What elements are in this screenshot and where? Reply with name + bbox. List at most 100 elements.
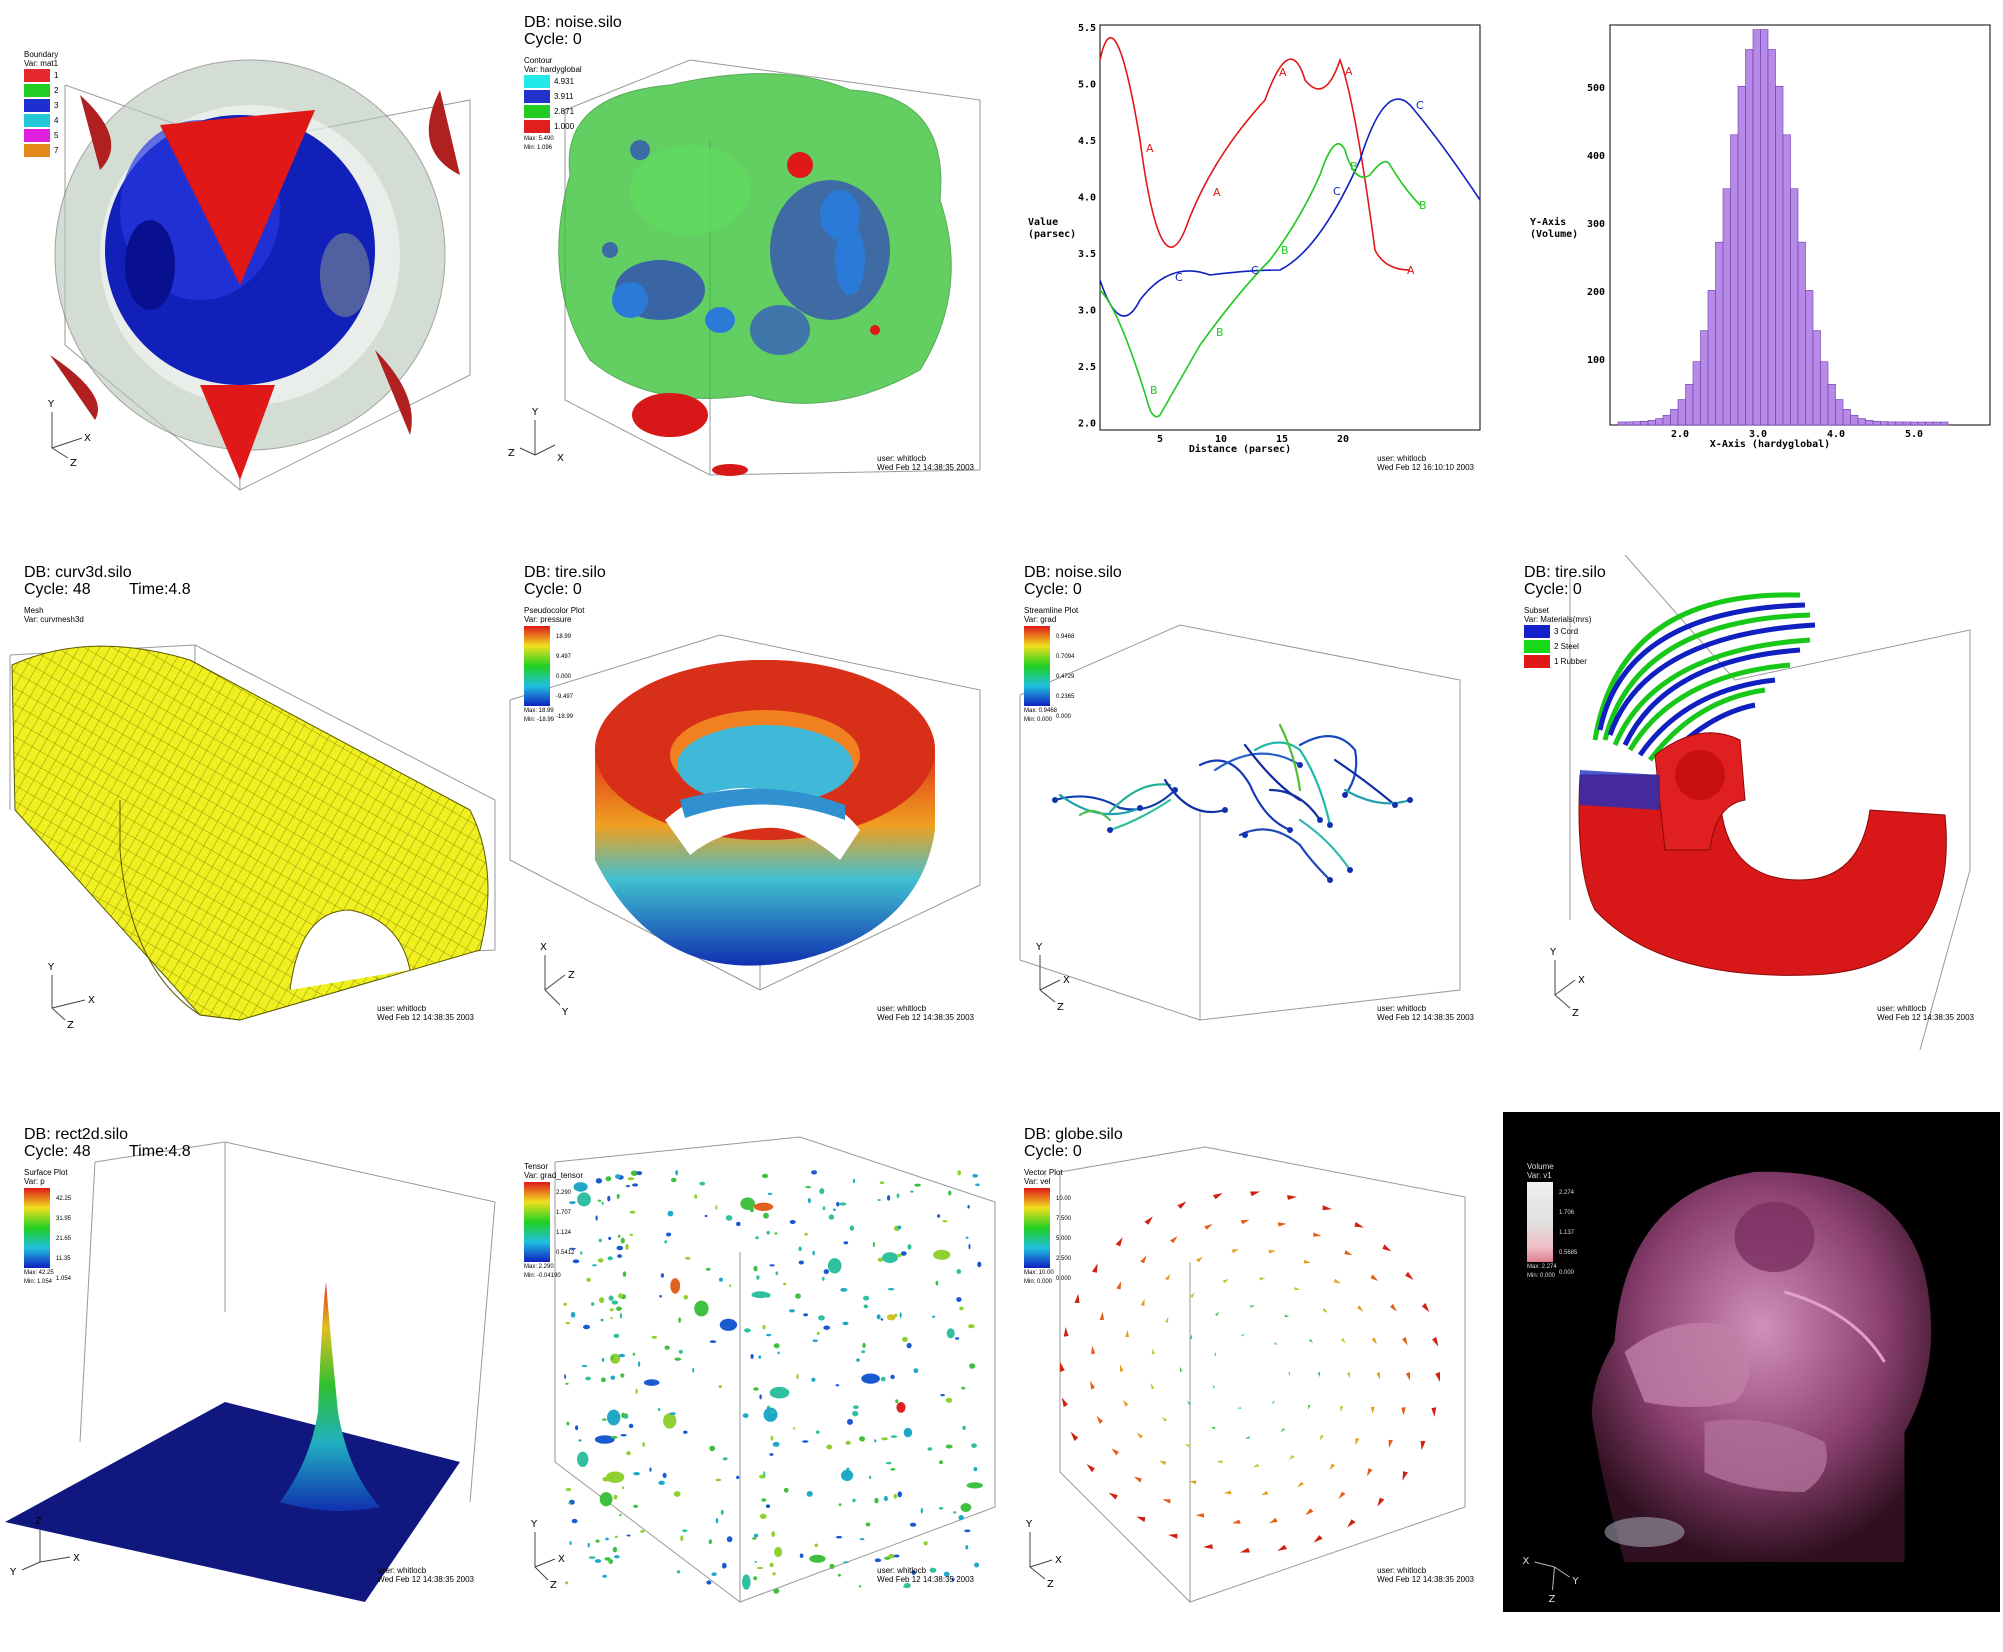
vector-glyph xyxy=(1252,1463,1260,1468)
vector-glyph xyxy=(1116,1281,1122,1290)
tensor-glyph xyxy=(752,1537,757,1540)
tensor-glyph xyxy=(906,1342,912,1349)
tensor-glyph xyxy=(829,1563,835,1570)
tensor-glyph xyxy=(846,1467,850,1471)
y-tick-label: 100 xyxy=(1587,355,1605,366)
histogram-bar xyxy=(1797,241,1806,426)
vector-glyph xyxy=(1237,1407,1242,1409)
legend-min: Min: -18.99 xyxy=(524,717,555,723)
db-name: DB: rect2d.silo xyxy=(24,1126,129,1143)
tensor-glyph xyxy=(762,1324,766,1330)
vector-glyph xyxy=(1092,1263,1098,1273)
panel-volume-plot: X Y Z Volume Var: v1 2.274 1.706 1.137 0.56… xyxy=(1503,1112,2000,1612)
legend-item: 1.000 xyxy=(524,119,582,134)
color-bar xyxy=(524,1182,550,1262)
tensor-glyph xyxy=(835,1384,840,1387)
legend-title: Surface Plot xyxy=(24,1168,68,1177)
tensor-glyph xyxy=(753,1202,774,1211)
legend-swatch xyxy=(524,105,550,118)
legend-var: Var: Materials(mrs) xyxy=(1524,615,1592,624)
legend-min: Min: -0.04190 xyxy=(524,1273,561,1279)
histogram-bar xyxy=(1865,420,1874,426)
vector-glyph xyxy=(1111,1448,1119,1456)
legend-item-label: 1 xyxy=(54,71,59,80)
tensor-glyph xyxy=(763,1212,769,1219)
legend-swatch xyxy=(24,69,50,82)
tensor-glyph xyxy=(711,1572,717,1576)
legend: Vector Plot Var: vel 10.00 7.500 5.000 2.50… xyxy=(1024,1168,1071,1286)
user-name: user: whitlocb xyxy=(1377,1004,1427,1013)
vector-glyph xyxy=(1405,1372,1410,1381)
vector-glyph xyxy=(1303,1259,1311,1264)
vector-glyph xyxy=(1241,1334,1245,1337)
histogram-bar xyxy=(1685,383,1694,426)
db-info: DB: tire.silo Cycle: 0 xyxy=(1524,564,1606,598)
tensor-glyph xyxy=(616,1306,622,1311)
tensor-glyph xyxy=(890,1374,895,1380)
tensor-glyph xyxy=(674,1357,682,1361)
tensor-glyph xyxy=(897,1491,903,1498)
tensor-glyph xyxy=(715,1478,722,1482)
vector-glyph xyxy=(1432,1336,1439,1347)
tensor-glyph xyxy=(885,1461,892,1465)
tensor-glyph xyxy=(715,1205,718,1210)
vector-glyph xyxy=(1140,1298,1145,1306)
tensor-glyph xyxy=(682,1529,688,1533)
tensor-glyph xyxy=(754,1560,757,1563)
tensor-glyph xyxy=(709,1445,716,1452)
y-tick-label: 5.5 xyxy=(1078,23,1096,34)
tensor-glyph xyxy=(890,1435,898,1438)
tensor-glyph xyxy=(569,1541,572,1545)
tensor-glyph xyxy=(632,1352,636,1356)
tensor-glyph xyxy=(722,1562,727,1569)
tensor-glyph xyxy=(660,1273,664,1278)
tensor-glyph xyxy=(755,1236,759,1240)
tensor-glyph xyxy=(694,1194,698,1199)
tensor-glyph xyxy=(753,1576,758,1581)
tensor-glyph xyxy=(569,1201,576,1205)
tensor-glyph xyxy=(602,1574,608,1578)
histogram-bar xyxy=(1715,241,1724,426)
legend-tick: 0.7094 xyxy=(1056,654,1075,660)
tensor-glyph xyxy=(937,1214,941,1218)
x-axis-label: Distance (parsec) xyxy=(1189,443,1291,455)
tensor-glyph xyxy=(740,1197,755,1210)
tensor-glyph xyxy=(964,1529,971,1533)
tensor-glyph xyxy=(968,1324,975,1329)
cycle: Cycle: 0 xyxy=(524,31,582,48)
y-tick-label: 2.5 xyxy=(1078,362,1096,373)
tensor-glyph xyxy=(796,1373,799,1380)
axis-x-label: X xyxy=(1523,1556,1530,1567)
legend-min: Min: 0.000 xyxy=(1024,1279,1053,1285)
vector-glyph xyxy=(1294,1287,1301,1291)
tensor-glyph xyxy=(882,1252,898,1263)
legend-tick: 1.706 xyxy=(1559,1210,1575,1216)
svg-text:A: A xyxy=(1146,142,1154,155)
tensor-glyph xyxy=(599,1492,613,1507)
histogram-bar xyxy=(1775,85,1784,426)
vector-glyph xyxy=(1161,1416,1167,1422)
timestamp: Wed Feb 12 14:38:35 2003 xyxy=(1377,1013,1474,1022)
histogram-bar xyxy=(1812,330,1821,426)
tensor-glyph xyxy=(804,1232,808,1236)
tensor-glyph xyxy=(852,1410,859,1417)
x-axis-label: X-Axis (hardyglobal) xyxy=(1710,438,1830,450)
histogram-bar xyxy=(1842,409,1851,426)
svg-text:B: B xyxy=(1350,160,1358,173)
legend: Pseudocolor Plot Var: pressure 18.99 9.49… xyxy=(524,606,584,724)
histogram-bar xyxy=(1827,383,1836,426)
tensor-glyph xyxy=(968,1244,971,1250)
legend: Subset Var: Materials(mrs) 3 Cord 2 Steel… xyxy=(1524,606,1591,669)
y-tick-label: 300 xyxy=(1587,219,1605,230)
cycle: Cycle: 0 xyxy=(524,581,582,598)
tensor-glyph xyxy=(667,1210,674,1217)
tensor-glyph xyxy=(633,1504,639,1508)
boundary-render: Y X Z xyxy=(47,59,471,491)
histogram-bar xyxy=(1722,188,1731,426)
tensor-glyph xyxy=(863,1304,868,1309)
tensor-glyph xyxy=(893,1493,898,1499)
legend: Volume Var: v1 2.274 1.706 1.137 0.5685 0.00… xyxy=(1527,1162,1577,1280)
tensor-glyph xyxy=(699,1181,706,1186)
legend-tick: 0.000 xyxy=(1056,714,1072,720)
tensor-glyph xyxy=(766,1333,772,1337)
